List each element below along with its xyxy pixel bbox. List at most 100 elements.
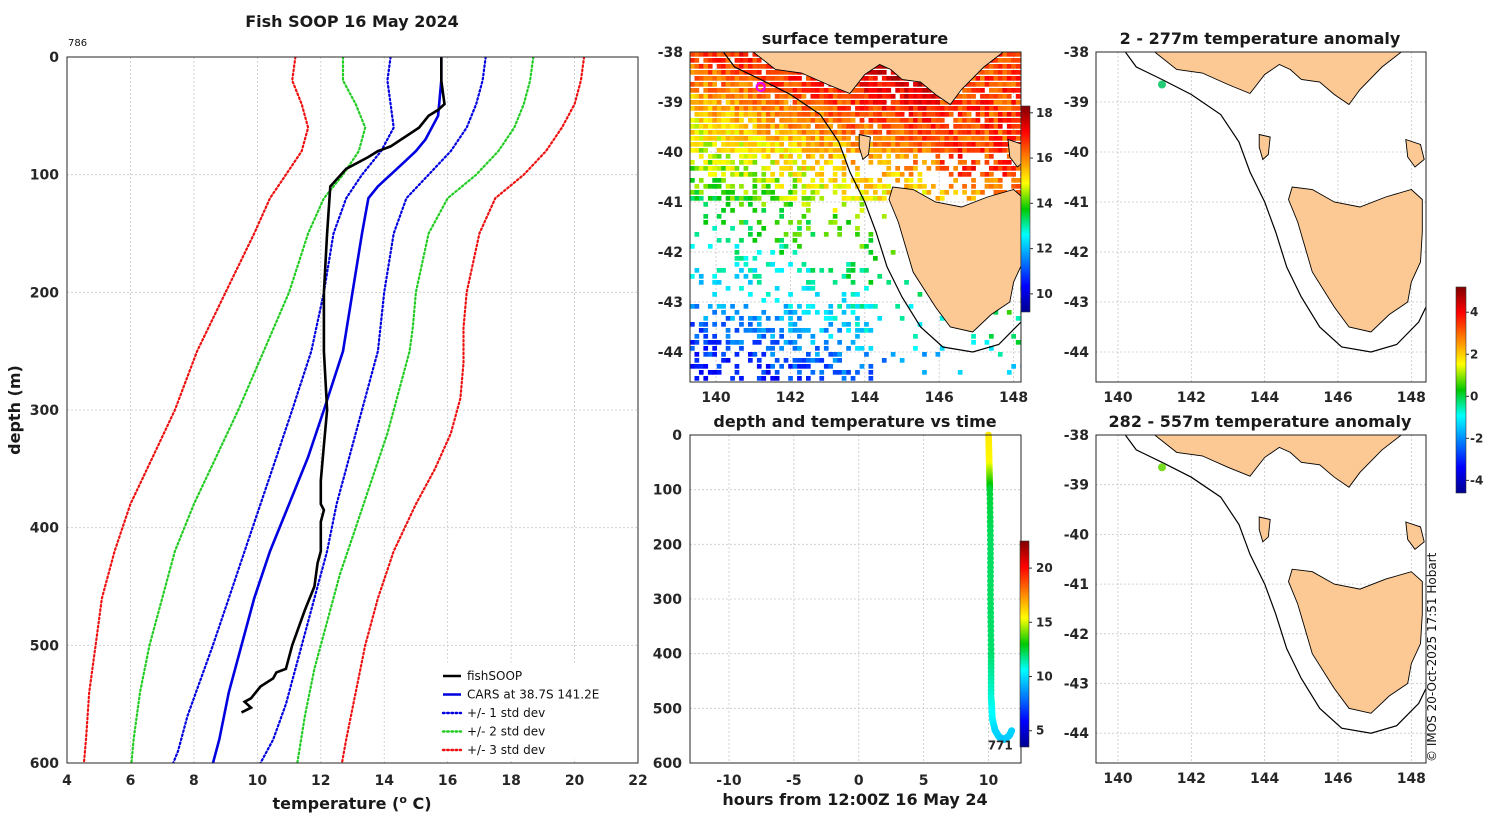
- colorbar-tick-label: 10: [1036, 670, 1053, 684]
- sst-cell: [783, 118, 789, 123]
- sst-cell: [698, 112, 704, 117]
- sst-cell: [716, 100, 722, 105]
- sst-cell: [953, 382, 958, 387]
- sst-cell: [855, 136, 860, 141]
- sst-cell: [1011, 166, 1016, 171]
- sst-cell: [868, 118, 874, 123]
- sst-cell: [801, 262, 807, 267]
- sst-cell: [971, 166, 976, 171]
- sst-cell: [801, 310, 807, 315]
- sst-cell: [783, 196, 789, 201]
- y-tick-label: -44: [658, 345, 684, 361]
- sst-cell: [993, 88, 999, 93]
- sst-cell: [739, 286, 744, 291]
- sst-cell: [788, 136, 793, 141]
- sst-cell: [935, 106, 941, 111]
- sst-cell: [846, 118, 851, 123]
- sst-cell: [712, 172, 717, 177]
- sst-cell: [895, 154, 900, 159]
- sst-cell: [703, 376, 709, 381]
- sst-cell: [712, 100, 717, 105]
- sst-cell: [841, 322, 847, 327]
- sst-cell: [864, 82, 869, 87]
- sst-cell: [877, 118, 883, 123]
- sst-cell: [690, 130, 695, 135]
- sst-cell: [881, 82, 887, 87]
- sst-cell: [1011, 52, 1016, 57]
- sst-cell: [792, 76, 798, 81]
- sst-cell: [939, 148, 945, 153]
- sst-cell: [1011, 64, 1016, 69]
- sst-cell: [877, 154, 883, 159]
- sst-cell: [739, 160, 744, 165]
- x-tick-label: 146: [925, 390, 954, 406]
- sst-cell: [819, 118, 825, 123]
- sst-cell: [748, 118, 753, 123]
- sst-cell: [802, 382, 807, 387]
- sst-cell: [739, 76, 744, 81]
- sst-cell: [779, 106, 784, 111]
- sst-cell: [819, 136, 825, 141]
- sst-cell: [774, 70, 780, 75]
- sst-cell: [694, 70, 700, 75]
- sst-cell: [806, 112, 811, 117]
- sst-cell: [810, 100, 816, 105]
- sst-cell: [922, 100, 927, 105]
- sst-cell: [765, 190, 771, 195]
- sst-cell: [716, 94, 722, 99]
- sst-cell: [783, 106, 789, 111]
- sst-cell: [1011, 88, 1016, 93]
- sst-cell: [1006, 136, 1012, 141]
- sst-cell: [765, 142, 771, 147]
- sst-cell: [730, 304, 735, 309]
- sst-cell: [837, 118, 842, 123]
- sst-cell: [698, 142, 704, 147]
- sst-cell: [756, 328, 762, 333]
- sst-cell: [1011, 70, 1016, 75]
- sst-cell: [743, 304, 749, 309]
- sst-cell: [846, 274, 851, 279]
- sst-cell: [841, 100, 847, 105]
- sst-cell: [859, 118, 865, 123]
- sst-cell: [904, 280, 909, 285]
- sst-cell: [801, 148, 807, 153]
- sst-cell: [850, 178, 856, 183]
- sst-cell: [779, 268, 784, 273]
- sst-cell: [748, 172, 753, 177]
- sst-cell: [864, 76, 869, 81]
- sst-cell: [877, 124, 883, 129]
- sst-cell: [832, 148, 838, 153]
- sst-cell: [922, 130, 927, 135]
- sst-cell: [881, 190, 887, 195]
- sst-cell: [904, 88, 909, 93]
- sst-cell: [703, 148, 709, 153]
- sst-cell: [748, 268, 753, 273]
- sst-cell: [788, 292, 793, 297]
- y-tick-label: -39: [658, 95, 683, 111]
- sst-cell: [935, 154, 941, 159]
- sst-cell: [774, 148, 780, 153]
- sst-cell: [993, 178, 999, 183]
- sst-cell: [765, 88, 771, 93]
- sst-cell: [810, 358, 816, 363]
- sst-cell: [819, 124, 825, 129]
- sst-cell: [815, 352, 820, 357]
- x-tick-label: 148: [1397, 771, 1426, 787]
- sst-cell: [756, 130, 762, 135]
- sst-cell: [913, 82, 918, 87]
- sst-cell: [989, 178, 994, 183]
- sst-cell: [725, 184, 731, 189]
- sst-cell: [748, 82, 753, 87]
- sst-cell: [877, 196, 883, 201]
- sst-cell: [819, 148, 825, 153]
- sst-cell: [917, 184, 923, 189]
- sst-cell: [690, 322, 695, 327]
- sst-cell: [850, 262, 856, 267]
- sst-cell: [734, 136, 740, 141]
- sst-cell: [694, 334, 700, 339]
- sst-cell: [797, 130, 802, 135]
- sst-cell: [997, 190, 1003, 195]
- sst-cell: [752, 196, 758, 201]
- sst-cell: [980, 130, 985, 135]
